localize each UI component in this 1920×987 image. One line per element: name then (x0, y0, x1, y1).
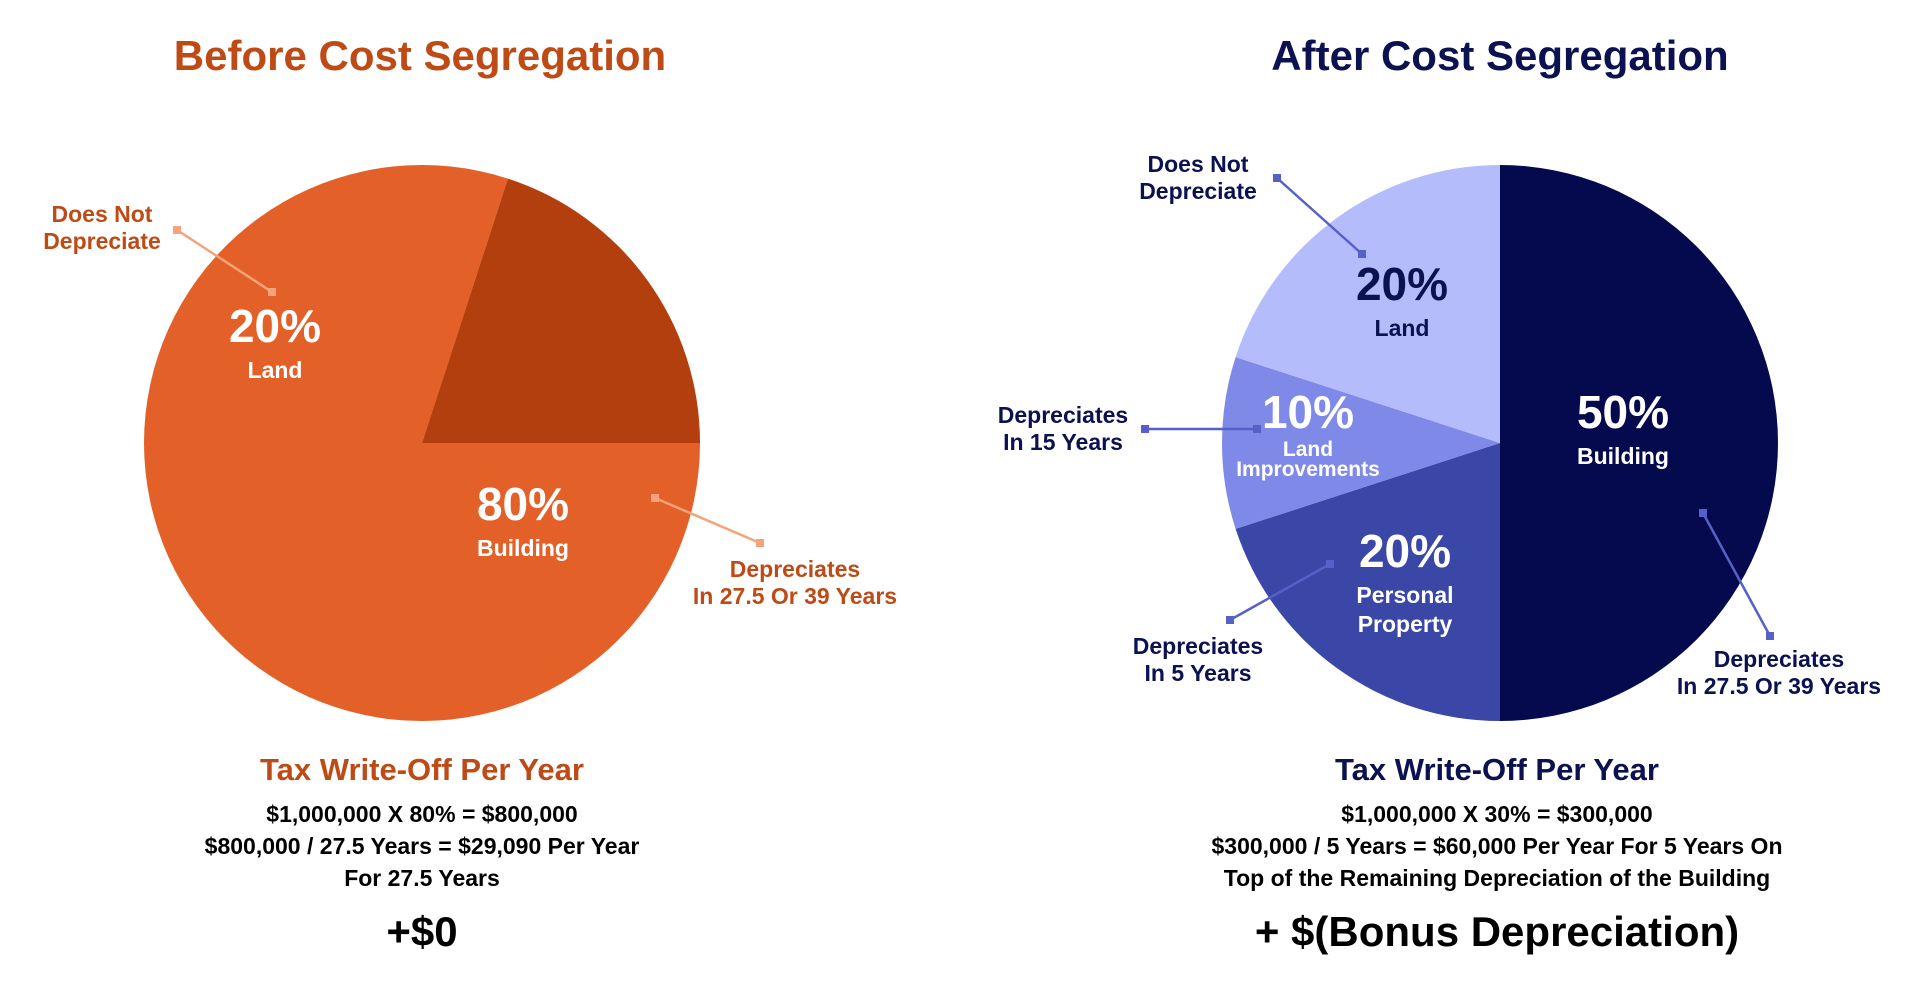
before-building-leader (654, 496, 761, 545)
after-footer-line3: Top of the Remaining Depreciation of the… (1224, 865, 1770, 891)
before-title: Before Cost Segregation (174, 32, 666, 79)
after-slice-building (1500, 165, 1778, 721)
before-building-leader-start (651, 494, 659, 502)
after-building-annotation-line1: Depreciates (1714, 646, 1844, 672)
after-building-leader-start (1699, 509, 1707, 517)
after-footer-line2: $300,000 / 5 Years = $60,000 Per Year Fo… (1212, 833, 1783, 859)
after-land-improvements-percent: 10% (1262, 386, 1354, 438)
after-land-improvements-label-line2: Improvements (1236, 458, 1380, 481)
before-building-annotation-line2: In 27.5 Or 39 Years (693, 583, 897, 609)
after-footer-line1: $1,000,000 X 30% = $300,000 (1341, 801, 1652, 827)
after-title: After Cost Segregation (1271, 32, 1728, 79)
after-footer-result: + $(Bonus Depreciation) (1255, 908, 1739, 955)
after-land-annotation-line1: Does Not (1148, 151, 1249, 177)
before-land-leader (176, 228, 273, 294)
after-land-annotation-line2: Depreciate (1139, 178, 1257, 204)
after-personal-property-leader-start (1326, 560, 1334, 568)
after-personal-property-leader (1229, 562, 1331, 622)
after-chart: After Cost Segregation 50% Building 20% … (998, 32, 1881, 955)
after-personal-property-annotation-line1: Depreciates (1133, 633, 1263, 659)
before-slice-building (144, 165, 700, 722)
after-personal-property-percent: 20% (1359, 525, 1451, 577)
before-land-leader-end (173, 226, 181, 234)
after-slice-land-improvements (1222, 357, 1500, 529)
after-land-label: Land (1375, 315, 1430, 341)
before-chart: Before Cost Segregation 20% Land 80% Bui… (43, 32, 897, 955)
before-building-percent: 80% (477, 478, 569, 530)
before-building-label: Building (477, 535, 569, 561)
after-land-improvements-annotation-line2: In 15 Years (1003, 429, 1123, 455)
before-footer-line3: For 27.5 Years (344, 865, 500, 891)
after-slice-land (1235, 165, 1500, 443)
after-land-percent: 20% (1356, 258, 1448, 310)
after-land-leader-start (1358, 250, 1366, 258)
before-land-leader-start (268, 288, 276, 296)
after-personal-property-label-line2: Property (1358, 611, 1453, 637)
after-personal-property-leader-end (1226, 616, 1234, 624)
before-footer-line2: $800,000 / 27.5 Years = $29,090 Per Year (205, 833, 640, 859)
after-land-improvements-leader-start (1253, 425, 1261, 433)
after-building-leader (1701, 512, 1772, 637)
before-footer-heading: Tax Write-Off Per Year (260, 752, 584, 787)
after-building-leader-end (1766, 632, 1774, 640)
before-land-annotation-line2: Depreciate (43, 228, 161, 254)
after-land-leader (1276, 177, 1363, 255)
after-slice-personal-property (1235, 443, 1500, 721)
after-building-label: Building (1577, 443, 1669, 469)
before-building-annotation-line1: Depreciates (730, 556, 860, 582)
after-land-improvements-annotation-line1: Depreciates (998, 402, 1128, 428)
after-footer-heading: Tax Write-Off Per Year (1335, 752, 1659, 787)
after-building-annotation-line2: In 27.5 Or 39 Years (1677, 673, 1881, 699)
before-footer-line1: $1,000,000 X 80% = $800,000 (266, 801, 577, 827)
before-land-annotation-line1: Does Not (52, 201, 153, 227)
after-land-improvements-label-line1: Land (1283, 438, 1333, 461)
before-land-percent: 20% (229, 300, 321, 352)
after-personal-property-annotation-line2: In 5 Years (1145, 660, 1252, 686)
before-footer-result: +$0 (386, 908, 457, 955)
after-building-percent: 50% (1577, 386, 1669, 438)
after-land-improvements-leader-end (1141, 425, 1149, 433)
after-personal-property-label-line1: Personal (1356, 582, 1453, 608)
before-slice-land (422, 178, 700, 444)
after-land-leader-end (1273, 174, 1281, 182)
before-building-leader-end (756, 539, 764, 547)
before-land-label: Land (248, 357, 303, 383)
